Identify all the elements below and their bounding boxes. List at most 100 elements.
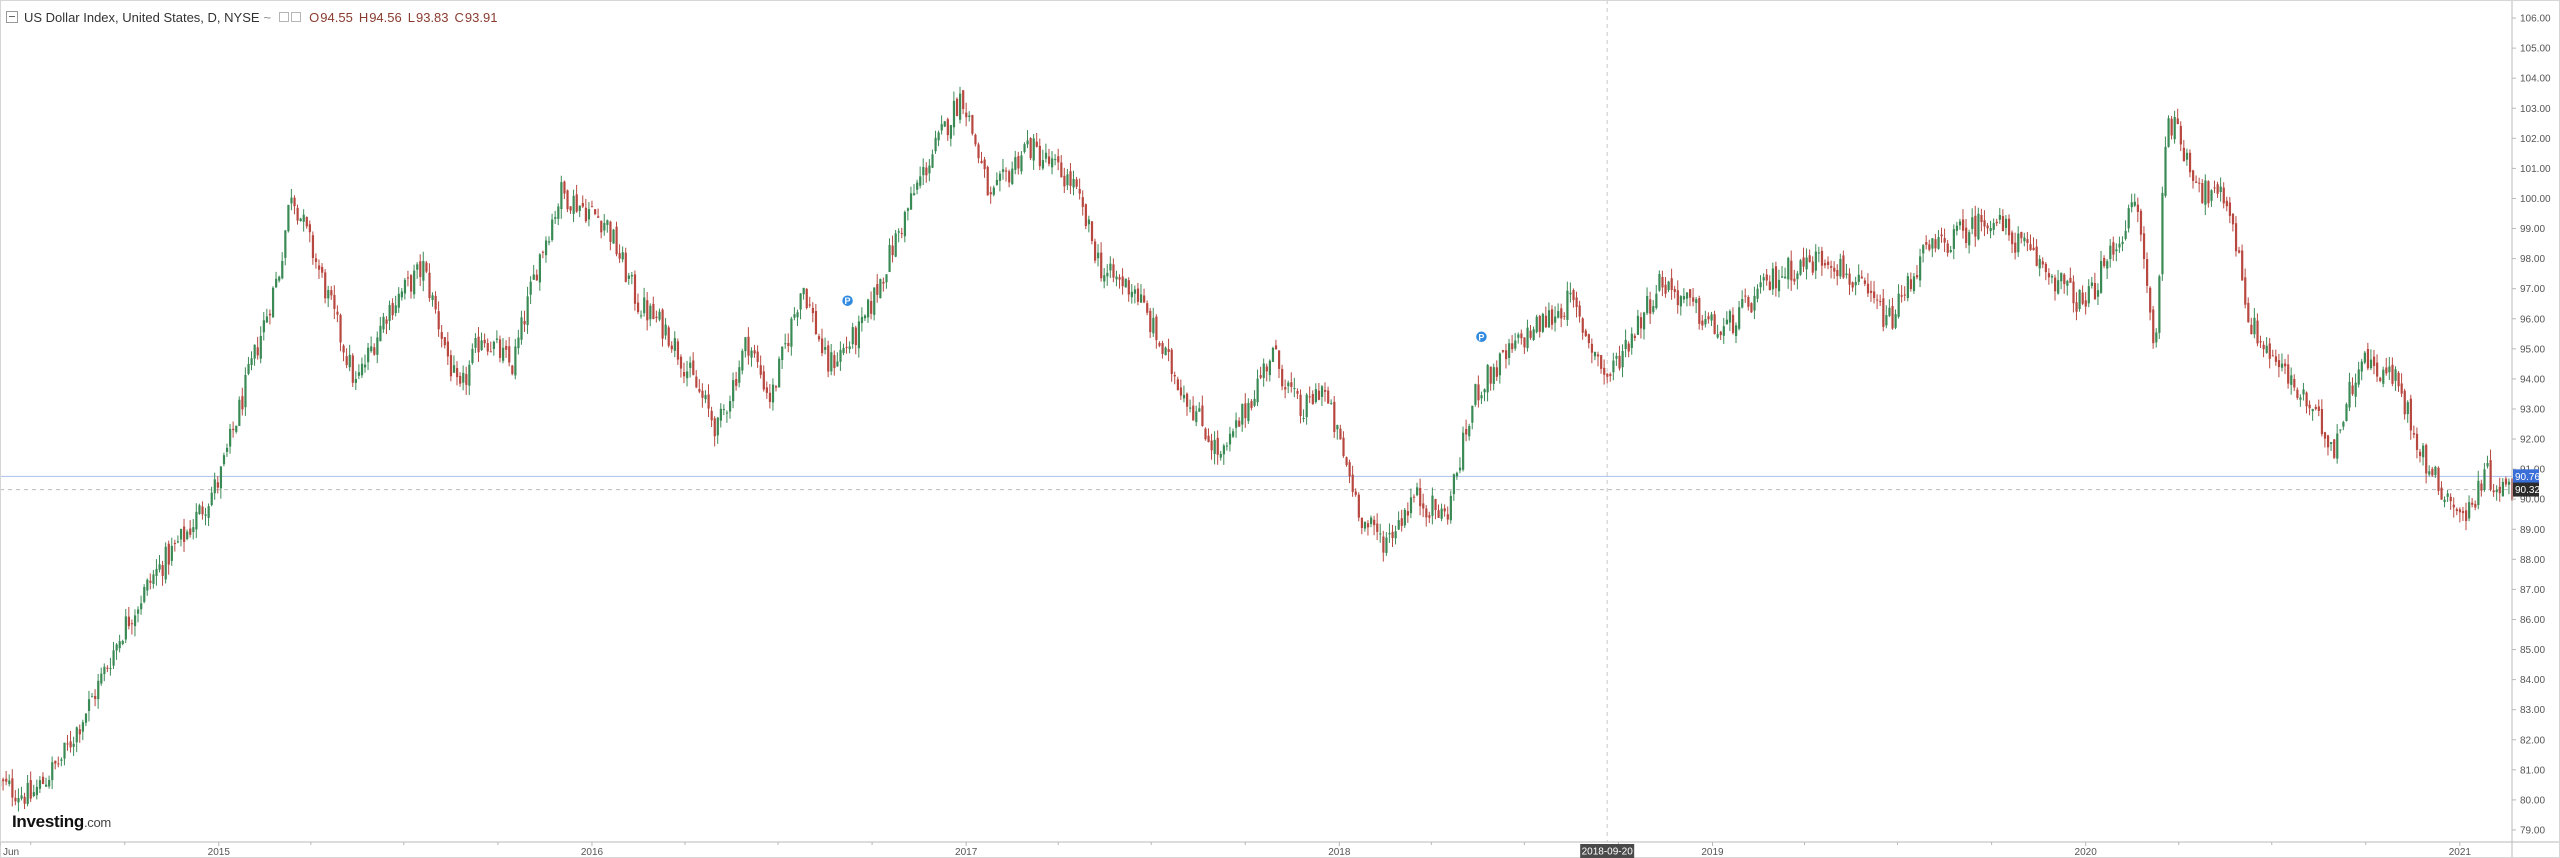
- candle-body: [143, 587, 146, 602]
- candle-body: [1707, 316, 1710, 320]
- candle-body: [2477, 480, 2480, 506]
- candle-body: [1103, 275, 1106, 282]
- candle-body: [2, 779, 5, 782]
- event-marker[interactable]: [840, 293, 855, 308]
- investing-logo[interactable]: Investing.com: [12, 812, 111, 832]
- candle-body: [1210, 440, 1213, 451]
- hide-icon[interactable]: [291, 12, 302, 22]
- candle-body: [538, 254, 542, 283]
- candle-body: [2057, 280, 2060, 294]
- candle-body: [965, 112, 968, 118]
- event-markers[interactable]: PP: [840, 293, 1489, 344]
- candle-body: [60, 759, 63, 761]
- candle-body: [1314, 389, 1318, 403]
- candle-body: [130, 623, 134, 625]
- candle-body: [333, 294, 336, 309]
- candle-body: [296, 207, 299, 221]
- candle-body: [1281, 368, 1284, 387]
- candle-body: [388, 305, 391, 321]
- candle-body: [1333, 401, 1336, 432]
- candle-body: [728, 401, 732, 412]
- candle-body: [419, 261, 422, 278]
- candle-body: [860, 316, 864, 324]
- candle-body: [1547, 310, 1551, 328]
- candle-body: [229, 428, 232, 447]
- event-marker[interactable]: [1474, 330, 1489, 344]
- candle-body: [1823, 263, 1827, 266]
- candle-body: [489, 351, 492, 353]
- candle-body: [548, 241, 551, 243]
- candle-body: [998, 173, 1002, 181]
- candle-body: [474, 337, 477, 348]
- candle-body: [305, 217, 308, 227]
- candle-body: [1511, 343, 1514, 350]
- collapse-legend-icon[interactable]: [6, 11, 18, 23]
- candle-body: [1330, 403, 1333, 405]
- candle-body: [1471, 405, 1474, 423]
- candle-body: [354, 379, 357, 383]
- candle-body: [1265, 366, 1268, 372]
- candle-body: [192, 527, 195, 533]
- candle-body: [1958, 221, 1962, 226]
- candle-body: [1747, 297, 1750, 307]
- candle-body: [1731, 314, 1735, 333]
- candle-body: [2136, 204, 2140, 212]
- candle-body: [1695, 299, 1698, 304]
- candle-body: [1225, 445, 1229, 447]
- candle-body: [934, 137, 937, 152]
- candle-body: [695, 376, 698, 388]
- candle-body: [1498, 353, 1502, 376]
- candle-body: [1603, 367, 1606, 375]
- candle-body: [2170, 118, 2173, 136]
- candle-body: [2093, 283, 2097, 300]
- candle-body: [968, 115, 971, 117]
- candle-body: [1041, 160, 1045, 169]
- candle-body: [1308, 396, 1311, 398]
- candle-body: [422, 261, 425, 281]
- candle-body: [652, 303, 655, 320]
- candle-body: [1701, 320, 1704, 326]
- candle-body: [1774, 266, 1778, 289]
- candle-body: [2084, 300, 2087, 307]
- candle-body: [676, 341, 680, 360]
- candle-body: [1032, 138, 1035, 161]
- candle-body: [802, 287, 805, 295]
- candle-body: [909, 193, 913, 210]
- candle-body: [594, 209, 597, 215]
- candle-body: [91, 696, 94, 698]
- candle-body: [682, 372, 686, 377]
- candle-body: [2428, 471, 2431, 475]
- candle-body: [1781, 276, 1784, 278]
- candle-body: [1351, 474, 1354, 492]
- legend-close: C93.91: [454, 9, 498, 25]
- settings-icon[interactable]: [279, 12, 290, 22]
- candle-body: [492, 341, 496, 349]
- candle-body: [1446, 514, 1449, 520]
- candle-body: [2425, 444, 2428, 474]
- candle-body: [1069, 171, 1072, 186]
- candle-body: [1670, 278, 1673, 290]
- candle-body: [2195, 181, 2198, 183]
- candle-body: [2277, 360, 2281, 368]
- candle-body: [72, 743, 75, 747]
- candle-body: [827, 345, 830, 372]
- legend-title: US Dollar Index, United States, D, NYSE: [24, 9, 260, 25]
- event-marker-label: P: [845, 296, 851, 306]
- candle-body: [1492, 367, 1495, 384]
- y-tick-label: 81.00: [2520, 765, 2545, 776]
- candle-body: [2483, 469, 2486, 490]
- candle-body: [1084, 204, 1087, 227]
- candle-body: [1946, 243, 1949, 253]
- candle-body: [238, 399, 241, 426]
- candle-body: [2412, 433, 2416, 435]
- candle-body: [1728, 311, 1732, 323]
- candle-body: [379, 325, 382, 342]
- candle-body: [81, 722, 85, 732]
- candle-body: [137, 609, 140, 614]
- candle-body: [989, 192, 992, 195]
- candle-body: [1827, 261, 1830, 266]
- candle-body: [2032, 247, 2035, 251]
- candle-body: [373, 347, 376, 355]
